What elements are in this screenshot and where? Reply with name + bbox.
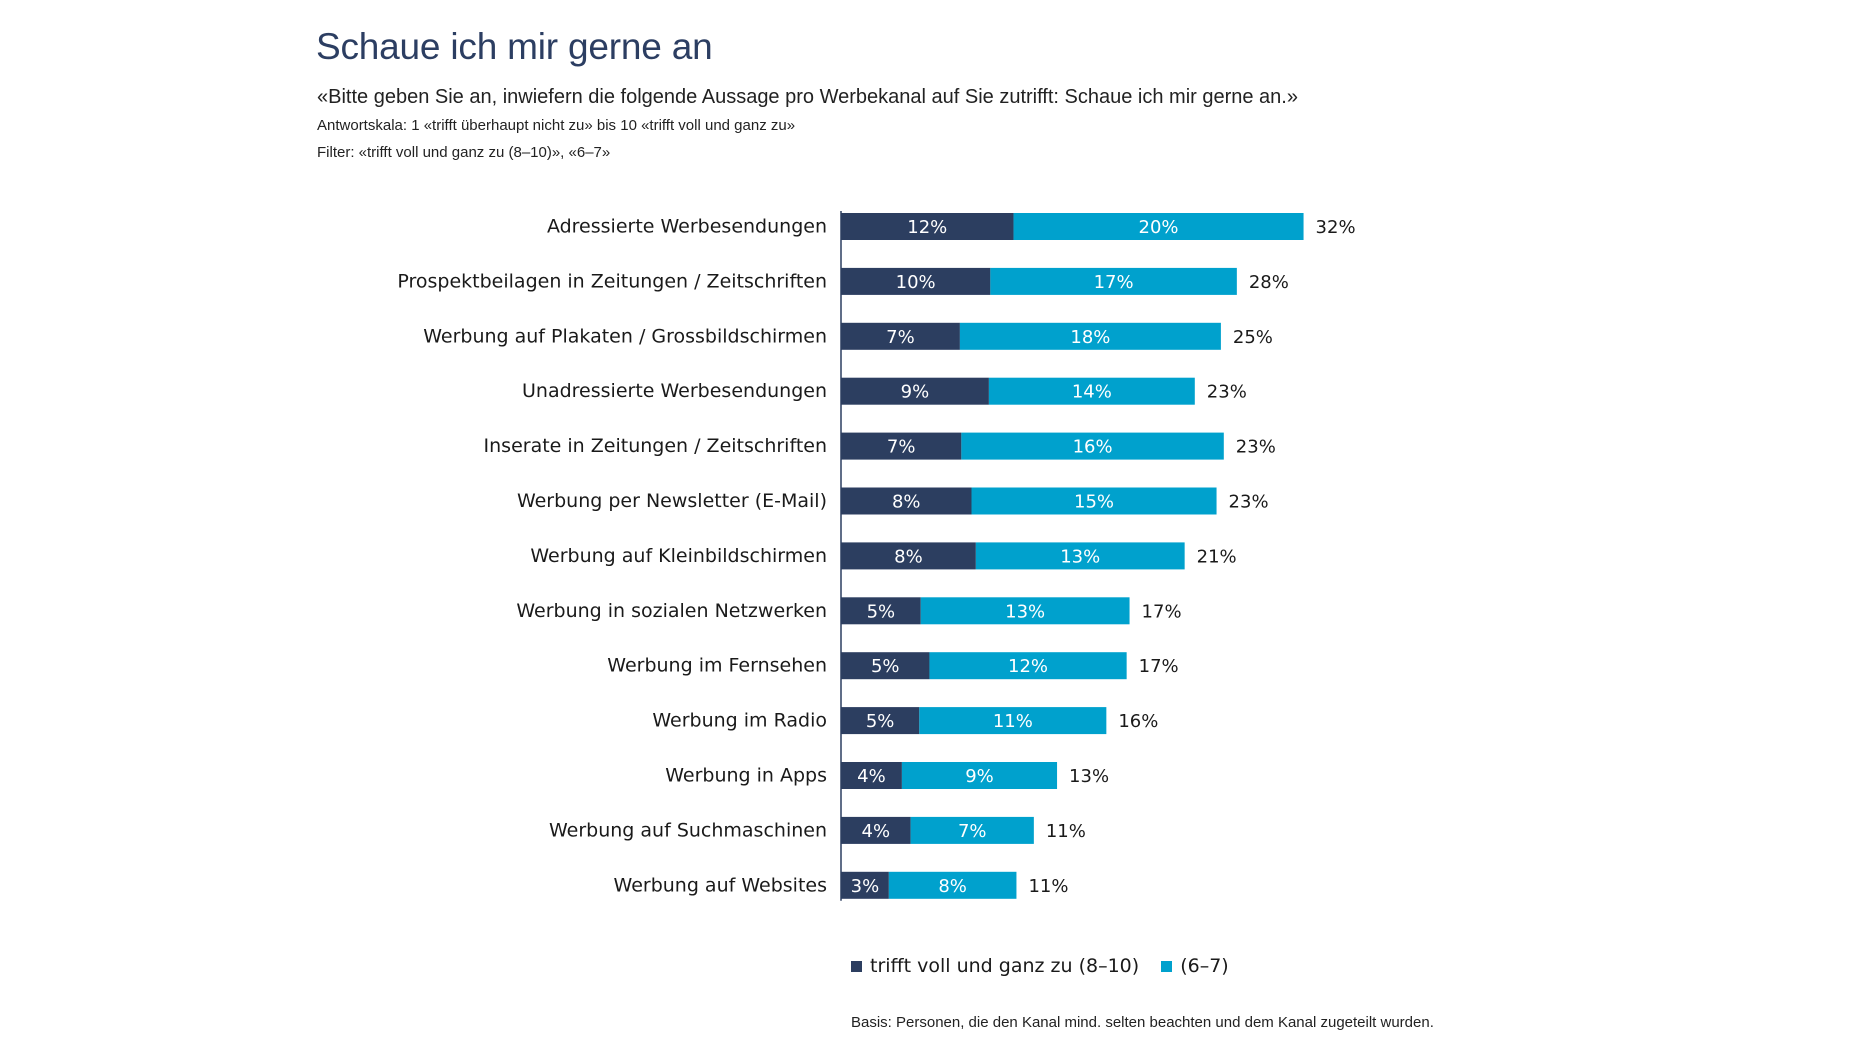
segment-label-top-box: 4% [857, 766, 886, 787]
bar-segment-top-box [841, 213, 1014, 240]
chart-legend: trifft voll und ganz zu (8–10) (6–7) [851, 955, 1251, 977]
segment-label-mid-box: 13% [1005, 601, 1045, 622]
category-label: Werbung auf Suchmaschinen [549, 819, 827, 841]
segment-label-top-box: 8% [894, 546, 923, 567]
segment-label-mid-box: 14% [1072, 382, 1112, 403]
legend-label-top-box: trifft voll und ganz zu (8–10) [870, 955, 1140, 977]
filter-note: Filter: «trifft voll und ganz zu (8–10)»… [317, 144, 611, 161]
bar-segment-mid-box [929, 652, 1127, 680]
category-label: Werbung im Fernsehen [607, 655, 827, 677]
segment-label-mid-box: 12% [1008, 656, 1048, 677]
total-label: 23% [1207, 382, 1247, 403]
bar-segment-mid-box [919, 707, 1107, 735]
segment-label-top-box: 3% [851, 876, 880, 897]
bar-segment-top-box [841, 597, 921, 625]
bar-segment-mid-box [901, 762, 1058, 789]
bar-segment-mid-box [975, 542, 1185, 570]
bar-segment-mid-box [888, 871, 1017, 899]
total-label: 21% [1197, 546, 1237, 567]
total-label: 28% [1249, 272, 1289, 293]
segment-label-mid-box: 17% [1094, 272, 1134, 293]
total-label: 16% [1118, 711, 1158, 732]
footnote-basis: Basis: Personen, die den Kanal mind. sel… [851, 1014, 1434, 1031]
total-label: 23% [1236, 437, 1276, 458]
total-label: 25% [1233, 327, 1273, 348]
bar-segment-mid-box [961, 432, 1224, 460]
total-label: 13% [1069, 766, 1109, 787]
legend-item-top-box: trifft voll und ganz zu (8–10) [851, 955, 1139, 977]
segment-label-mid-box: 15% [1074, 492, 1114, 513]
segment-label-mid-box: 8% [938, 876, 967, 897]
bar-segment-mid-box [910, 816, 1034, 844]
segment-label-top-box: 9% [901, 382, 930, 403]
bar-segment-mid-box [971, 487, 1217, 515]
bar-segment-top-box [841, 762, 902, 789]
segment-label-mid-box: 9% [965, 766, 994, 787]
total-label: 11% [1046, 821, 1086, 842]
total-label: 23% [1229, 492, 1269, 513]
chart-title: Schaue ich mir gerne an [316, 26, 713, 67]
total-label: 11% [1028, 876, 1068, 897]
segment-label-mid-box: 18% [1070, 327, 1110, 348]
bar-segment-mid-box [988, 377, 1195, 405]
bar-segment-top-box [841, 652, 930, 680]
category-label: Werbung in sozialen Netzwerken [516, 600, 827, 622]
category-label: Werbung per Newsletter (E-Mail) [517, 490, 827, 512]
category-label: Prospektbeilagen in Zeitungen / Zeitschr… [397, 270, 827, 292]
stacked-bar-chart: Adressierte Werbesendungen 12% 20% 32% Prosp… [397, 211, 1356, 901]
bar-segment-top-box [841, 871, 889, 899]
category-label: Unadressierte Werbesendungen [522, 380, 827, 402]
category-label: Werbung auf Plakaten / Grossbildschirmen [423, 325, 827, 347]
segment-label-top-box: 5% [871, 656, 900, 677]
bar-segment-mid-box [990, 267, 1237, 295]
segment-label-top-box: 5% [866, 711, 895, 732]
category-label: Werbung im Radio [652, 710, 827, 732]
bar-segment-mid-box [1013, 213, 1304, 240]
segment-label-mid-box: 16% [1073, 437, 1113, 458]
segment-label-top-box: 10% [896, 272, 936, 293]
segment-label-mid-box: 7% [958, 821, 987, 842]
category-label: Adressierte Werbesendungen [547, 216, 827, 238]
category-label: Werbung in Apps [665, 765, 827, 787]
segment-label-top-box: 5% [867, 601, 896, 622]
segment-label-top-box: 4% [862, 821, 891, 842]
segment-label-top-box: 12% [907, 217, 947, 238]
category-label: Werbung auf Websites [614, 874, 827, 896]
legend-item-mid-box: (6–7) [1161, 955, 1229, 977]
bar-segment-top-box [841, 267, 991, 295]
bar-segment-top-box [841, 816, 911, 844]
segment-label-top-box: 7% [887, 437, 916, 458]
answer-scale-note: Antwortskala: 1 «trifft überhaupt nicht … [317, 117, 796, 134]
total-label: 17% [1139, 656, 1179, 677]
segment-label-mid-box: 13% [1060, 546, 1100, 567]
total-label: 17% [1142, 601, 1182, 622]
chart-subtitle: «Bitte geben Sie an, inwiefern die folge… [317, 86, 1298, 108]
category-label: Inserate in Zeitungen / Zeitschriften [484, 435, 827, 457]
bar-segment-top-box [841, 322, 960, 350]
segment-label-top-box: 8% [892, 492, 921, 513]
bar-segment-top-box [841, 542, 976, 570]
bar-segment-top-box [841, 432, 962, 460]
bar-segment-mid-box [920, 597, 1130, 625]
segment-label-mid-box: 11% [993, 711, 1033, 732]
legend-label-mid-box: (6–7) [1180, 955, 1229, 977]
legend-swatch-dark [851, 960, 862, 972]
bar-segment-top-box [841, 377, 989, 405]
bar-segment-top-box [841, 487, 972, 515]
legend-swatch-light [1161, 960, 1173, 972]
total-label: 32% [1316, 217, 1356, 238]
segment-label-top-box: 7% [886, 327, 915, 348]
segment-label-mid-box: 20% [1139, 217, 1179, 238]
category-label: Werbung auf Kleinbildschirmen [530, 545, 827, 567]
bar-segment-mid-box [959, 322, 1221, 350]
bar-segment-top-box [841, 707, 920, 735]
